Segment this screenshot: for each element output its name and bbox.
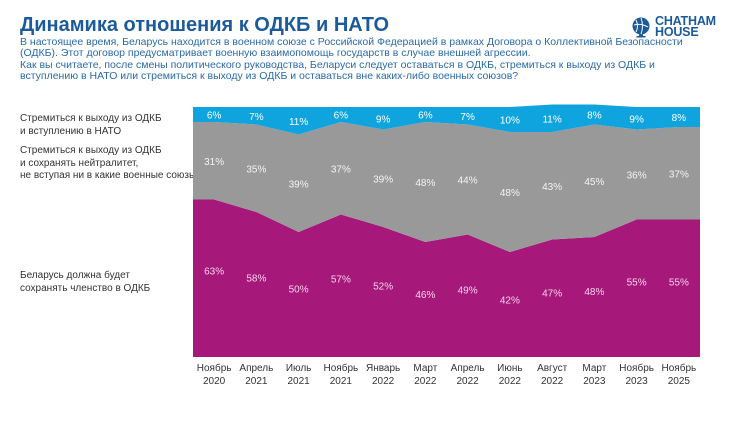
data-label: 48% xyxy=(500,188,520,199)
data-label: 48% xyxy=(584,287,604,298)
data-label: 9% xyxy=(629,114,644,125)
globe-icon xyxy=(632,17,650,38)
legend-label-nato: Стремиться к выходу из ОДКБ и вступлению… xyxy=(20,113,162,137)
data-label: 7% xyxy=(460,112,475,123)
x-tick-label: 2023 xyxy=(583,376,606,387)
legend-label-odkb: Беларусь должна будет сохранять членство… xyxy=(20,270,151,294)
subtitle-line: вступлению в НАТО или стремиться к выход… xyxy=(20,69,519,82)
x-tick-label: Январь xyxy=(366,363,400,374)
data-label: 57% xyxy=(331,275,351,286)
x-tick-label: Апрель xyxy=(239,363,273,374)
subtitle-line: (ОДКБ). Этот договор предусматривает вое… xyxy=(20,47,531,60)
logo-line-2: HOUSE xyxy=(655,25,699,39)
x-tick-label: Ноябрь xyxy=(662,362,697,374)
data-label: 63% xyxy=(204,266,224,277)
data-label: 6% xyxy=(334,111,349,122)
x-tick-label: 2022 xyxy=(499,376,522,387)
data-label: 6% xyxy=(418,111,433,122)
data-label: 37% xyxy=(669,169,689,180)
data-label: 44% xyxy=(458,176,478,187)
x-tick-label: Март xyxy=(413,363,437,374)
x-tick-label: Август xyxy=(537,363,568,374)
logo-line-1: CHATHAM xyxy=(655,14,716,28)
area-series-1 xyxy=(193,122,700,252)
x-tick-label: 2022 xyxy=(414,376,437,387)
x-tick-label: 2023 xyxy=(626,376,649,387)
data-label: 48% xyxy=(415,178,435,189)
data-label: 47% xyxy=(542,288,562,299)
data-label: 10% xyxy=(500,116,520,127)
legend-label-neutral: Стремиться к выходу из ОДКБ и сохранять … xyxy=(20,145,197,181)
data-label: 7% xyxy=(249,112,264,123)
data-label: 46% xyxy=(415,290,435,301)
data-label: 50% xyxy=(289,284,309,295)
x-tick-label: 2022 xyxy=(372,376,395,387)
data-label: 55% xyxy=(669,277,689,288)
x-tick-label: Ноябрь xyxy=(619,362,654,374)
x-tick-label: 2021 xyxy=(245,376,268,387)
subtitle-line: Как вы считаете, после смены политическо… xyxy=(20,58,655,71)
x-tick-label: Март xyxy=(582,363,606,374)
data-label: 6% xyxy=(207,111,222,122)
x-tick-label: Апрель xyxy=(451,363,485,374)
data-label: 9% xyxy=(376,114,391,125)
x-tick-label: Ноябрь xyxy=(324,362,359,374)
x-tick-label: Июль xyxy=(286,363,312,374)
x-tick-label: 2025 xyxy=(668,376,691,387)
data-label: 31% xyxy=(204,157,224,168)
x-tick-label: 2022 xyxy=(457,376,480,387)
data-label: 49% xyxy=(458,286,478,297)
area-series-2 xyxy=(193,104,700,135)
x-tick-label: 2021 xyxy=(330,376,353,387)
data-label: 39% xyxy=(289,179,309,190)
chart-subtitle: В настоящее время, Беларусь находится в … xyxy=(20,36,683,82)
data-label: 58% xyxy=(246,273,266,284)
x-tick-label: 2022 xyxy=(541,376,564,387)
x-tick-label: 2020 xyxy=(203,376,226,387)
data-label: 37% xyxy=(331,164,351,175)
x-tick-label: Ноябрь xyxy=(197,362,232,374)
data-label: 36% xyxy=(627,171,647,182)
chart-title: Динамика отношения к ОДКБ и НАТО xyxy=(20,14,389,36)
data-label: 8% xyxy=(672,113,687,124)
data-label: 39% xyxy=(373,174,393,185)
data-label: 52% xyxy=(373,282,393,293)
data-label: 8% xyxy=(587,111,602,122)
data-label: 11% xyxy=(542,114,561,125)
data-label: 35% xyxy=(246,164,266,175)
data-label: 55% xyxy=(627,277,647,288)
subtitle-line: В настоящее время, Беларусь находится в … xyxy=(20,36,683,48)
x-tick-label: 2021 xyxy=(288,376,311,387)
data-label: 11% xyxy=(289,117,308,128)
chatham-house-logo: CHATHAM HOUSE xyxy=(630,14,716,39)
area-series-0 xyxy=(193,199,700,357)
data-label: 45% xyxy=(584,177,604,188)
data-label: 43% xyxy=(542,182,562,193)
data-label: 42% xyxy=(500,295,520,306)
x-tick-label: Июнь xyxy=(497,363,522,374)
